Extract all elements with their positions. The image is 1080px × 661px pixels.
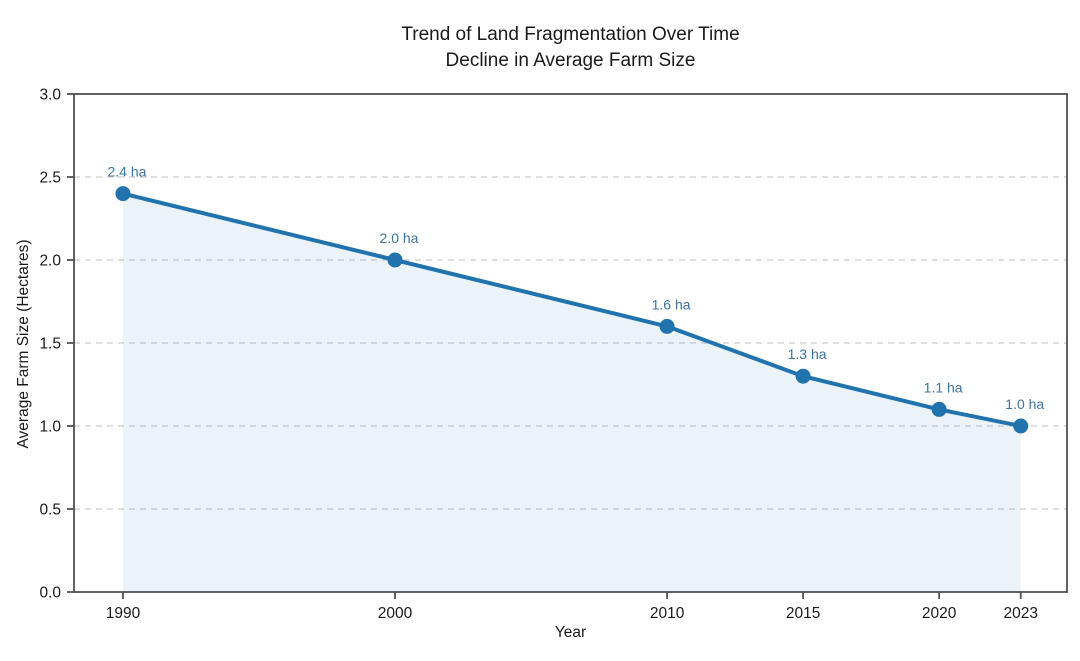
data-point-label: 1.0 ha [1005,396,1044,412]
data-point-label: 2.4 ha [108,164,147,180]
x-tick-label: 2023 [1004,605,1038,622]
x-tick-label: 2000 [378,605,413,622]
x-tick-label: 2020 [922,605,957,622]
y-tick-label: 0.5 [39,502,61,519]
y-tick-label: 1.5 [39,336,61,353]
data-point-marker [659,318,675,334]
y-tick-label: 2.5 [39,170,61,187]
x-tick-label: 1990 [106,605,141,622]
chart-title-line1: Trend of Land Fragmentation Over Time [401,24,740,45]
y-tick-label: 2.0 [39,253,61,270]
chart-title-line2: Decline in Average Farm Size [445,50,696,71]
x-tick-label: 2015 [786,605,820,622]
y-tick-label: 3.0 [39,87,61,104]
data-point-label: 2.0 ha [380,230,419,246]
data-point-label: 1.3 ha [788,346,827,362]
x-axis-label: Year [554,624,587,641]
data-point-marker [795,368,811,384]
y-tick-label: 1.0 [39,419,61,436]
data-point-label: 1.6 ha [652,296,691,312]
data-point-marker [387,252,403,268]
y-tick-label: 0.0 [39,585,61,602]
x-tick-label: 2010 [650,605,685,622]
data-point-marker [931,401,947,417]
area-fill [122,193,1021,592]
data-line [120,191,1023,428]
data-point-label: 1.1 ha [924,379,963,395]
y-axis-label: Average Farm Size (Hectares) [15,239,32,449]
chart-title: Trend of Land Fragmentation Over Time De… [74,22,1067,74]
data-point-marker [115,186,131,202]
data-point-marker [1013,418,1029,434]
